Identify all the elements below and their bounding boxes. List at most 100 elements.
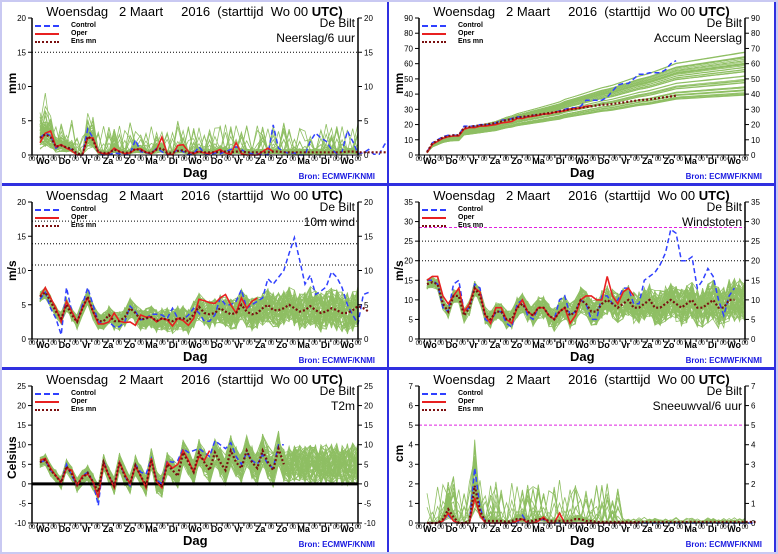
legend-oper-swatch bbox=[422, 401, 446, 403]
title-text: Woensdag 2 Maart 2016 (starttijd Wo 00 bbox=[46, 188, 312, 203]
day-label: Zo bbox=[276, 340, 287, 350]
day-label: Di bbox=[169, 524, 178, 534]
y-tick-label: 15 bbox=[364, 48, 373, 57]
legend-ensmean-swatch bbox=[35, 409, 59, 411]
y-tick-label: 20 bbox=[364, 198, 373, 207]
ensemble-member-line bbox=[39, 442, 359, 495]
hour-tick-label: 00 bbox=[311, 157, 318, 163]
variable-name: Sneeuwval/6 uur bbox=[652, 399, 742, 413]
day-label: Di bbox=[169, 340, 178, 350]
legend-oper-swatch bbox=[35, 33, 59, 35]
variable-name: T2m bbox=[331, 399, 355, 413]
y-tick-label: 15 bbox=[17, 48, 26, 57]
location-label: De Bilt T2m bbox=[320, 384, 355, 414]
day-label: Za bbox=[255, 340, 266, 350]
day-label: Za bbox=[103, 340, 114, 350]
hour-tick-label: 00 bbox=[676, 341, 683, 347]
chart-title: Woensdag 2 Maart 2016 (starttijd Wo 00 U… bbox=[389, 4, 774, 19]
day-label: Wo bbox=[727, 340, 741, 350]
hour-tick-label: 00 bbox=[590, 525, 597, 531]
ensmean-line bbox=[426, 94, 677, 153]
station-name: De Bilt bbox=[319, 384, 355, 398]
source-credit: Bron: ECMWF/KNMI bbox=[298, 356, 375, 365]
legend-oper: Oper bbox=[422, 214, 483, 222]
day-label: Vr bbox=[469, 340, 479, 350]
day-label: Vr bbox=[621, 340, 631, 350]
y-tick-label: 1 bbox=[409, 499, 414, 508]
hour-tick-label: 00 bbox=[459, 341, 466, 347]
ensmean-line bbox=[39, 444, 285, 495]
legend-oper-label: Oper bbox=[458, 30, 475, 37]
variable-name: 10m wind bbox=[303, 215, 355, 229]
hour-tick-label: 00 bbox=[50, 341, 57, 347]
y-tick-label: 5 bbox=[409, 315, 414, 324]
hour-tick-label: 00 bbox=[503, 157, 510, 163]
location-label: De Bilt 10m wind bbox=[304, 200, 355, 230]
y-tick-label: 60 bbox=[751, 60, 760, 69]
day-label: Vr bbox=[621, 156, 631, 166]
y-tick-label: 20 bbox=[751, 121, 760, 130]
oper-line bbox=[39, 448, 211, 498]
legend-oper: Oper bbox=[422, 398, 483, 406]
hour-tick-label: 00 bbox=[742, 341, 749, 347]
day-label: Wo bbox=[575, 340, 589, 350]
hour-tick-label: 00 bbox=[698, 525, 705, 531]
hour-tick-label: 00 bbox=[116, 525, 123, 531]
hour-tick-label: 00 bbox=[655, 525, 662, 531]
title-text: Woensdag 2 Maart 2016 (starttijd Wo 00 bbox=[433, 4, 699, 19]
y-tick-label: 5 bbox=[751, 315, 756, 324]
y-tick-label: 20 bbox=[364, 14, 373, 23]
legend-control-label: Control bbox=[71, 206, 96, 213]
ensemble-member-line bbox=[426, 65, 746, 153]
legend-control-label: Control bbox=[71, 390, 96, 397]
title-text: Woensdag 2 Maart 2016 (starttijd Wo 00 bbox=[433, 372, 699, 387]
hour-tick-label: 00 bbox=[524, 525, 531, 531]
ensemble-member-line bbox=[426, 92, 746, 154]
hour-tick-label: 00 bbox=[720, 341, 727, 347]
hour-tick-label: 00 bbox=[246, 157, 253, 163]
source-credit: Bron: ECMWF/KNMI bbox=[685, 540, 762, 549]
hour-tick-label: 00 bbox=[742, 525, 749, 531]
day-label: Za bbox=[642, 340, 653, 350]
y-tick-label: 2 bbox=[751, 480, 756, 489]
legend-control: Control bbox=[422, 206, 483, 214]
hour-tick-label: 00 bbox=[355, 341, 362, 347]
y-tick-label: 0 bbox=[364, 335, 369, 344]
hour-tick-label: 00 bbox=[333, 157, 340, 163]
y-tick-label: 20 bbox=[17, 198, 26, 207]
day-label: Di bbox=[321, 524, 330, 534]
day-label: Ma bbox=[532, 524, 545, 534]
legend-control: Control bbox=[35, 390, 96, 398]
hour-tick-label: 00 bbox=[416, 341, 423, 347]
y-tick-label: 0 bbox=[22, 335, 27, 344]
y-tick-label: 0 bbox=[409, 519, 414, 528]
y-tick-label: 50 bbox=[751, 75, 760, 84]
day-label: Do bbox=[446, 524, 458, 534]
y-tick-label: 80 bbox=[404, 29, 413, 38]
day-label: Ma bbox=[684, 156, 697, 166]
y-tick-label: 5 bbox=[364, 301, 369, 310]
y-tick-label: 25 bbox=[751, 237, 760, 246]
day-label: Za bbox=[255, 156, 266, 166]
ensemble-members bbox=[426, 439, 746, 525]
day-label: Zo bbox=[511, 524, 522, 534]
y-tick-label: 3 bbox=[409, 460, 414, 469]
hour-tick-label: 00 bbox=[546, 157, 553, 163]
variable-name: Windstoten bbox=[681, 215, 742, 229]
y-tick-label: -5 bbox=[364, 499, 372, 508]
title-utc: UTC) bbox=[698, 188, 730, 203]
location-label: De Bilt Windstoten bbox=[682, 200, 742, 230]
hour-tick-label: 00 bbox=[633, 525, 640, 531]
day-label: Zo bbox=[663, 340, 674, 350]
title-utc: UTC) bbox=[698, 4, 730, 19]
day-label: Za bbox=[642, 156, 653, 166]
ensmean-line bbox=[426, 281, 735, 321]
hour-tick-label: 00 bbox=[503, 341, 510, 347]
day-label: Vr bbox=[234, 156, 244, 166]
hour-tick-label: 00 bbox=[590, 341, 597, 347]
hour-tick-label: 00 bbox=[50, 157, 57, 163]
y-tick-label: 90 bbox=[404, 14, 413, 23]
day-label: Zo bbox=[663, 156, 674, 166]
